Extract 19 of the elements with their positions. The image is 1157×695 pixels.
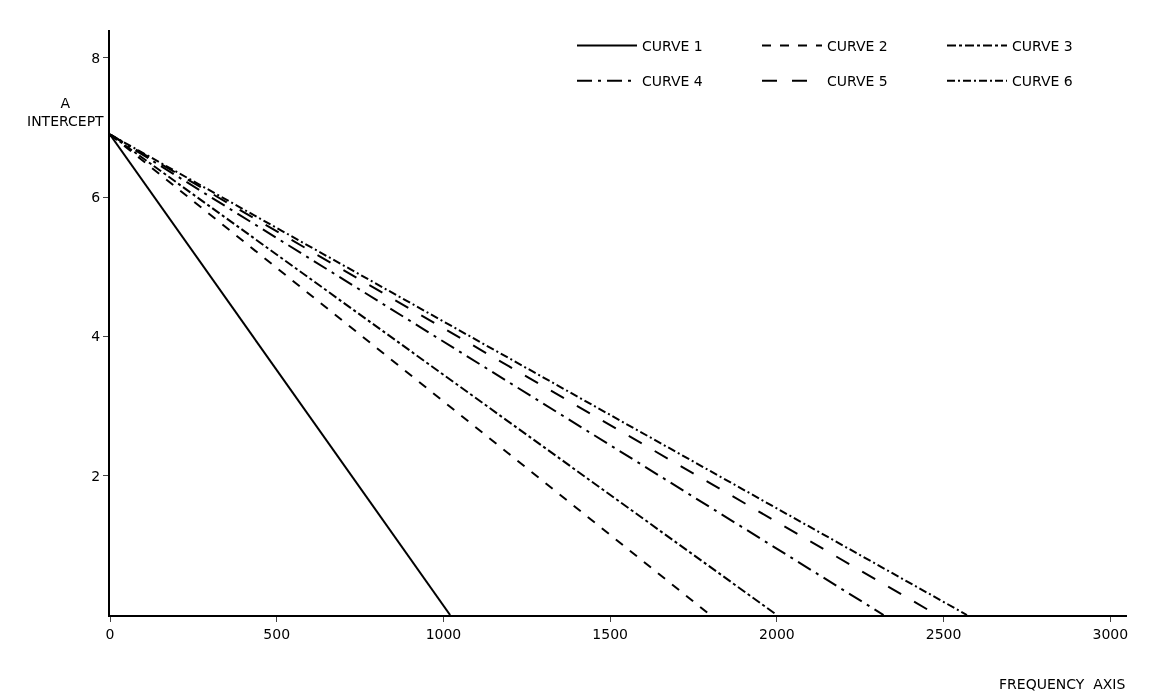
y-tick-label: 6 bbox=[91, 189, 101, 206]
y-tick-label: 8 bbox=[91, 49, 101, 66]
y-tick-label: 4 bbox=[91, 328, 101, 345]
x-tick-label: 2000 bbox=[759, 625, 795, 642]
y-tick-label: 2 bbox=[91, 467, 101, 484]
x-tick-label: 1000 bbox=[425, 625, 462, 642]
x-tick-label: 1500 bbox=[592, 625, 628, 642]
x-tick-label: 3000 bbox=[1092, 625, 1129, 642]
legend-label: CURVE 5 bbox=[827, 73, 888, 90]
x-axis-title: FREQUENCY AXIS bbox=[999, 676, 1126, 692]
legend-label: CURVE 1 bbox=[642, 38, 703, 55]
legend-label: CURVE 4 bbox=[642, 73, 703, 90]
x-tick-label: 2500 bbox=[925, 625, 962, 642]
legend-label: CURVE 6 bbox=[1012, 73, 1073, 90]
legend-label: CURVE 3 bbox=[1012, 38, 1073, 55]
legend-label: CURVE 2 bbox=[827, 38, 888, 55]
x-tick-label: 500 bbox=[263, 625, 291, 642]
x-tick-label: 0 bbox=[105, 625, 115, 642]
y-axis-title: A INTERCEPT bbox=[27, 95, 105, 130]
